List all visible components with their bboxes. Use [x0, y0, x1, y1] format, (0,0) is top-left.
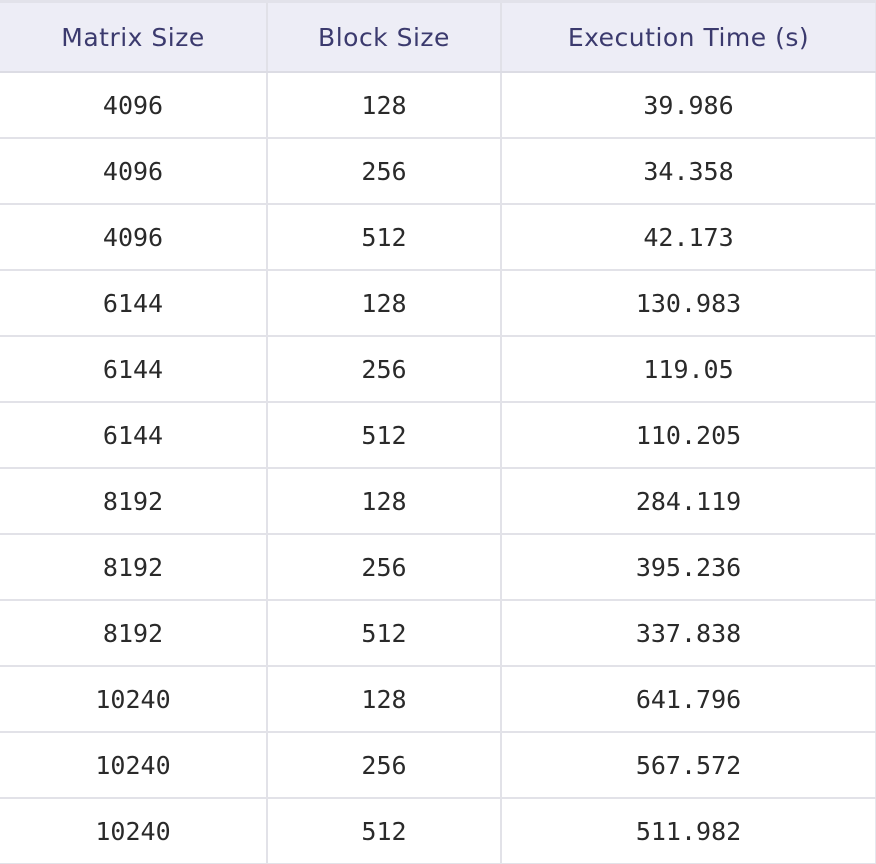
table-row: 4096 128 39.986 [0, 72, 876, 139]
cell-block-size: 256 [267, 534, 502, 601]
cell-block-size: 256 [267, 138, 502, 205]
cell-block-size: 512 [267, 600, 502, 667]
cell-matrix-size: 10240 [0, 798, 268, 864]
cell-execution-time: 110.205 [501, 402, 876, 469]
cell-block-size: 128 [267, 72, 502, 139]
cell-block-size: 256 [267, 336, 502, 403]
cell-block-size: 512 [267, 402, 502, 469]
cell-matrix-size: 6144 [0, 270, 268, 337]
cell-execution-time: 567.572 [501, 732, 876, 799]
cell-matrix-size: 4096 [0, 72, 268, 139]
table-row: 8192 128 284.119 [0, 468, 876, 535]
header-execution-time: Execution Time (s) [501, 0, 876, 73]
cell-execution-time: 337.838 [501, 600, 876, 667]
table-header: Matrix Size Block Size Execution Time (s… [0, 0, 876, 73]
cell-matrix-size: 8192 [0, 534, 268, 601]
cell-execution-time: 34.358 [501, 138, 876, 205]
cell-execution-time: 641.796 [501, 666, 876, 733]
cell-block-size: 128 [267, 666, 502, 733]
cell-matrix-size: 4096 [0, 204, 268, 271]
cell-matrix-size: 6144 [0, 336, 268, 403]
cell-block-size: 512 [267, 798, 502, 864]
cell-matrix-size: 4096 [0, 138, 268, 205]
cell-matrix-size: 6144 [0, 402, 268, 469]
cell-execution-time: 511.982 [501, 798, 876, 864]
header-block-size: Block Size [267, 0, 502, 73]
table-row: 10240 256 567.572 [0, 732, 876, 799]
cell-matrix-size: 8192 [0, 468, 268, 535]
table-body: 4096 128 39.986 4096 256 34.358 4096 512… [0, 72, 876, 864]
cell-execution-time: 130.983 [501, 270, 876, 337]
cell-block-size: 256 [267, 732, 502, 799]
table-row: 4096 512 42.173 [0, 204, 876, 271]
cell-block-size: 512 [267, 204, 502, 271]
cell-execution-time: 119.05 [501, 336, 876, 403]
cell-matrix-size: 8192 [0, 600, 268, 667]
table-row: 10240 128 641.796 [0, 666, 876, 733]
cell-block-size: 128 [267, 468, 502, 535]
cell-execution-time: 39.986 [501, 72, 876, 139]
cell-matrix-size: 10240 [0, 666, 268, 733]
cell-execution-time: 284.119 [501, 468, 876, 535]
table-row: 10240 512 511.982 [0, 798, 876, 864]
table-row: 4096 256 34.358 [0, 138, 876, 205]
cell-execution-time: 42.173 [501, 204, 876, 271]
table-row: 6144 128 130.983 [0, 270, 876, 337]
cell-execution-time: 395.236 [501, 534, 876, 601]
header-row: Matrix Size Block Size Execution Time (s… [0, 0, 876, 73]
table-row: 6144 512 110.205 [0, 402, 876, 469]
table-row: 6144 256 119.05 [0, 336, 876, 403]
table-row: 8192 256 395.236 [0, 534, 876, 601]
table-row: 8192 512 337.838 [0, 600, 876, 667]
cell-block-size: 128 [267, 270, 502, 337]
cell-matrix-size: 10240 [0, 732, 268, 799]
header-matrix-size: Matrix Size [0, 0, 268, 73]
